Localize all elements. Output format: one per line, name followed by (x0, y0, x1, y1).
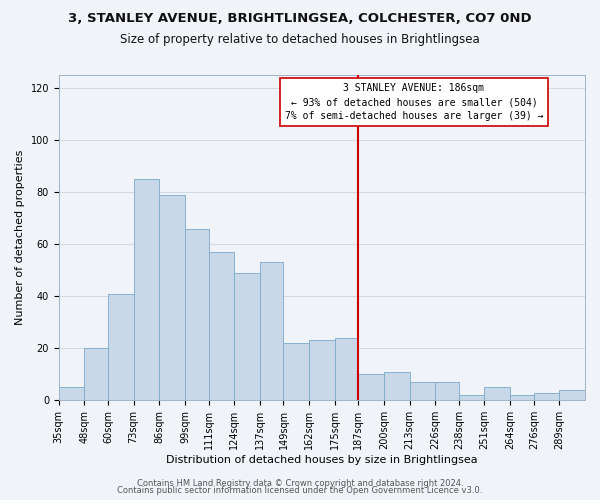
Bar (309, 340, 335, 400)
Text: 3 STANLEY AVENUE: 186sqm
← 93% of detached houses are smaller (504)
7% of semi-d: 3 STANLEY AVENUE: 186sqm ← 93% of detach… (285, 83, 543, 121)
Bar (358, 374, 384, 400)
Bar (559, 390, 585, 400)
Bar (410, 382, 435, 400)
Bar (260, 262, 283, 400)
Bar (85, 348, 108, 401)
Text: Contains HM Land Registry data © Crown copyright and database right 2024.: Contains HM Land Registry data © Crown c… (137, 478, 463, 488)
Y-axis label: Number of detached properties: Number of detached properties (15, 150, 25, 326)
Text: Size of property relative to detached houses in Brightlingsea: Size of property relative to detached ho… (120, 32, 480, 46)
X-axis label: Distribution of detached houses by size in Brightlingsea: Distribution of detached houses by size … (166, 455, 478, 465)
Bar (209, 252, 234, 400)
Bar (283, 343, 309, 400)
Bar (534, 392, 559, 400)
Bar (459, 395, 484, 400)
Text: Contains public sector information licensed under the Open Government Licence v3: Contains public sector information licen… (118, 486, 482, 495)
Bar (159, 194, 185, 400)
Bar (384, 372, 410, 400)
Bar (234, 273, 260, 400)
Bar (335, 338, 358, 400)
Bar (484, 388, 510, 400)
Text: 3, STANLEY AVENUE, BRIGHTLINGSEA, COLCHESTER, CO7 0ND: 3, STANLEY AVENUE, BRIGHTLINGSEA, COLCHE… (68, 12, 532, 26)
Bar (435, 382, 459, 400)
Bar (185, 228, 209, 400)
Bar (59, 388, 85, 400)
Bar (134, 179, 159, 400)
Bar (510, 395, 534, 400)
Bar (108, 294, 134, 401)
